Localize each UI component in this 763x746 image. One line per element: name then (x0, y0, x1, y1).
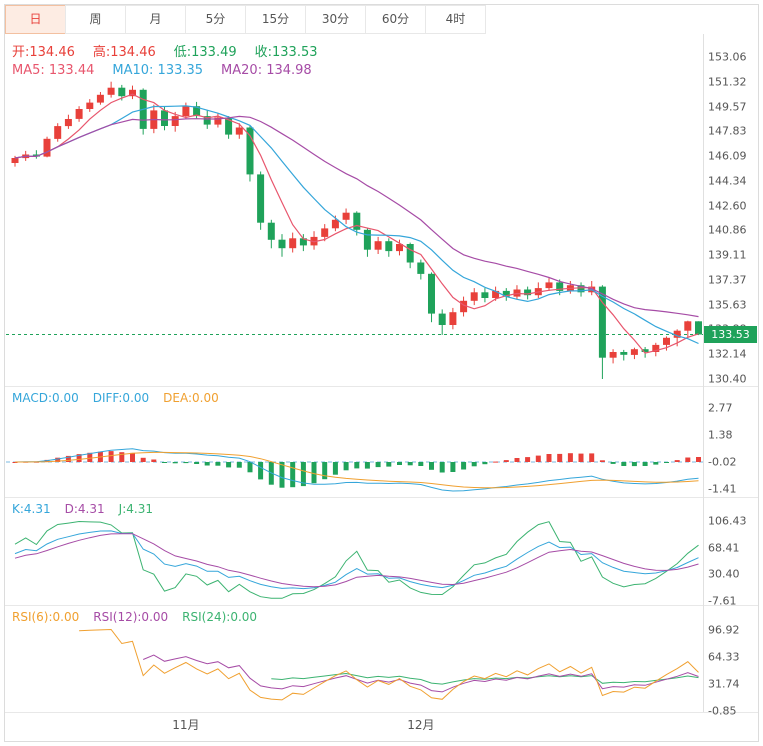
ohlc-close: 收:133.53 (254, 45, 318, 60)
tab-60min[interactable]: 60分 (365, 5, 426, 34)
price-axis-tick: 135.63 (708, 298, 747, 312)
macd-axis-tick: 1.38 (708, 428, 733, 442)
ma-info-bar: MA5: 133.44 MA10: 133.35 MA20: 134.98 (12, 63, 312, 78)
price-axis-tick: 144.34 (708, 174, 747, 188)
rsi-axis-tick: 31.74 (708, 677, 740, 691)
kdj-axis-tick: 30.40 (708, 567, 740, 581)
d-value: D:4.31 (64, 502, 105, 516)
macd-label-bar: MACD:0.00 DIFF:0.00 DEA:0.00 (12, 391, 219, 405)
kdj-axis-tick: 106.43 (708, 514, 747, 528)
macd-axis-tick: -1.41 (708, 482, 737, 496)
rsi-axis-tick: -0.85 (708, 704, 737, 718)
rsi-axis-tick: 96.92 (708, 623, 740, 637)
price-axis-tick: 142.60 (708, 199, 747, 213)
kdj-pane[interactable] (6, 498, 703, 605)
pane-divider (5, 712, 758, 713)
ohlc-open: 开:134.46 (12, 45, 75, 60)
price-axis-tick: 132.14 (708, 347, 747, 361)
macd-axis-tick: -0.02 (708, 455, 737, 469)
pane-divider (5, 386, 758, 387)
tab-15min[interactable]: 15分 (245, 5, 306, 34)
price-axis-tick: 130.40 (708, 372, 747, 386)
rsi-label-bar: RSI(6):0.00 RSI(12):0.00 RSI(24):0.00 (12, 610, 257, 624)
month-label: 12月 (407, 718, 435, 732)
k-value: K:4.31 (12, 502, 51, 516)
dea-value: DEA:0.00 (163, 391, 219, 405)
rsi24-value: RSI(24):0.00 (182, 610, 258, 624)
pane-divider (5, 497, 758, 498)
ma20-value: MA20: 134.98 (221, 63, 312, 78)
ohlc-high: 高:134.46 (92, 45, 156, 60)
price-axis-tick: 149.57 (708, 100, 747, 114)
diff-value: DIFF:0.00 (92, 391, 150, 405)
price-axis-tick: 140.86 (708, 223, 747, 237)
tab-week[interactable]: 周 (65, 5, 126, 34)
ohlc-low: 低:133.49 (173, 45, 237, 60)
kdj-axis-tick: -7.61 (708, 594, 737, 608)
j-value: J:4.31 (118, 502, 153, 516)
price-axis-tick: 137.37 (708, 273, 747, 287)
macd-axis-tick: 2.77 (708, 401, 733, 415)
rsi12-value: RSI(12):0.00 (93, 610, 169, 624)
current-price-tag: 133.53 (704, 326, 757, 343)
tab-5min[interactable]: 5分 (185, 5, 246, 34)
price-axis-tick: 146.09 (708, 149, 747, 163)
kdj-axis-tick: 68.41 (708, 541, 740, 555)
ma5-value: MA5: 133.44 (12, 63, 95, 78)
candlestick-pane[interactable] (6, 34, 703, 386)
price-axis-line (703, 34, 704, 712)
price-axis-tick: 147.83 (708, 124, 747, 138)
rsi-pane[interactable] (6, 606, 703, 712)
kdj-label-bar: K:4.31 D:4.31 J:4.31 (12, 502, 153, 516)
tab-month[interactable]: 月 (125, 5, 186, 34)
timeframe-tabs: 日周月 5分 15分 30分 60分 4时 (5, 5, 486, 34)
macd-value: MACD:0.00 (12, 391, 79, 405)
tab-30min[interactable]: 30分 (305, 5, 366, 34)
tab-day[interactable]: 日 (5, 5, 66, 34)
price-axis-tick: 151.32 (708, 75, 747, 89)
price-axis-tick: 153.06 (708, 50, 747, 64)
month-label: 11月 (172, 718, 200, 732)
pane-divider (5, 605, 758, 606)
tab-4hour[interactable]: 4时 (425, 5, 486, 34)
macd-pane[interactable] (6, 387, 703, 497)
rsi-axis-tick: 64.33 (708, 650, 740, 664)
ohlc-info-bar: 开:134.46 高:134.46 低:133.49 收:133.53 (12, 41, 318, 60)
rsi6-value: RSI(6):0.00 (12, 610, 80, 624)
price-axis-tick: 139.11 (708, 248, 747, 262)
ma10-value: MA10: 133.35 (112, 63, 204, 78)
